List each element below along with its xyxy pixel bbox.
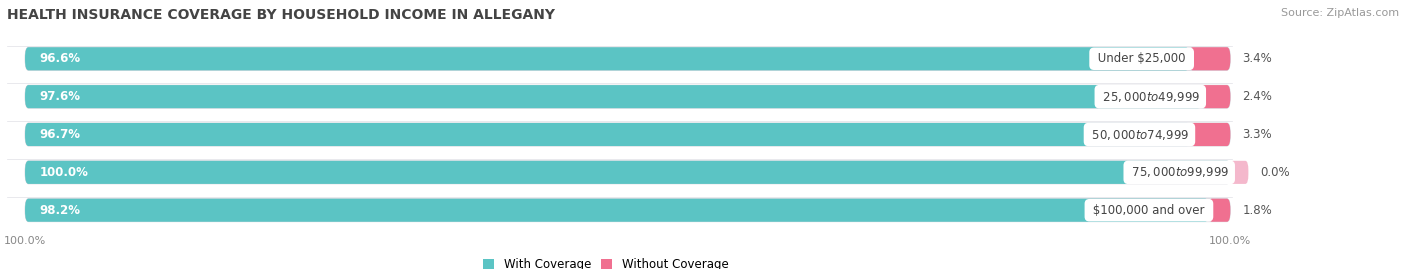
Text: 3.3%: 3.3% (1243, 128, 1272, 141)
FancyBboxPatch shape (25, 85, 1201, 108)
Text: $50,000 to $74,999: $50,000 to $74,999 (1088, 128, 1191, 141)
FancyBboxPatch shape (1201, 85, 1230, 108)
Legend: With Coverage, Without Coverage: With Coverage, Without Coverage (478, 253, 734, 269)
FancyBboxPatch shape (25, 199, 1230, 222)
FancyBboxPatch shape (1191, 123, 1230, 146)
FancyBboxPatch shape (1230, 161, 1249, 184)
Text: $25,000 to $49,999: $25,000 to $49,999 (1099, 90, 1201, 104)
Text: $100,000 and over: $100,000 and over (1090, 204, 1209, 217)
Text: 2.4%: 2.4% (1243, 90, 1272, 103)
Text: Source: ZipAtlas.com: Source: ZipAtlas.com (1281, 8, 1399, 18)
Text: 3.4%: 3.4% (1243, 52, 1272, 65)
Text: 0.0%: 0.0% (1260, 166, 1289, 179)
FancyBboxPatch shape (25, 123, 1230, 146)
Text: 96.7%: 96.7% (39, 128, 80, 141)
Text: 98.2%: 98.2% (39, 204, 80, 217)
Text: 100.0%: 100.0% (4, 236, 46, 246)
FancyBboxPatch shape (25, 199, 1209, 222)
FancyBboxPatch shape (25, 85, 1230, 108)
FancyBboxPatch shape (1209, 199, 1230, 222)
Text: 100.0%: 100.0% (1209, 236, 1251, 246)
FancyBboxPatch shape (25, 161, 1230, 184)
FancyBboxPatch shape (25, 47, 1230, 70)
FancyBboxPatch shape (1189, 47, 1230, 70)
Text: 100.0%: 100.0% (39, 166, 89, 179)
Text: 1.8%: 1.8% (1243, 204, 1272, 217)
Text: Under $25,000: Under $25,000 (1094, 52, 1189, 65)
Text: 97.6%: 97.6% (39, 90, 80, 103)
FancyBboxPatch shape (25, 47, 1189, 70)
FancyBboxPatch shape (25, 161, 1230, 184)
Text: 96.6%: 96.6% (39, 52, 80, 65)
Text: $75,000 to $99,999: $75,000 to $99,999 (1128, 165, 1230, 179)
Text: HEALTH INSURANCE COVERAGE BY HOUSEHOLD INCOME IN ALLEGANY: HEALTH INSURANCE COVERAGE BY HOUSEHOLD I… (7, 8, 555, 22)
FancyBboxPatch shape (25, 123, 1191, 146)
